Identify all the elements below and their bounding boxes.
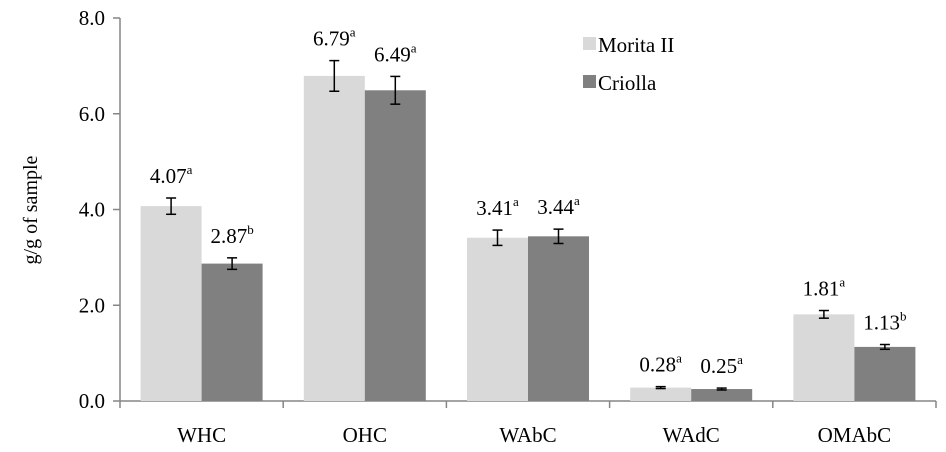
bar [691, 389, 753, 401]
data-label: 6.49a [374, 40, 417, 66]
x-tick-label: WHC [177, 423, 226, 447]
significance-letter: a [676, 351, 682, 366]
data-label-value: 1.81 [803, 277, 840, 301]
data-label-value: 0.28 [639, 353, 676, 377]
significance-letter: b [247, 222, 254, 237]
data-label: 2.87b [210, 222, 253, 248]
data-label: 0.28a [639, 351, 682, 377]
data-label: 3.41a [476, 194, 519, 220]
data-label-value: 1.13 [863, 311, 900, 335]
significance-letter: a [513, 194, 519, 209]
data-label-value: 6.49 [374, 42, 411, 66]
bars [140, 59, 916, 402]
legend: Morita II Criolla [583, 33, 674, 95]
significance-letter: a [839, 275, 845, 290]
significance-letter: b [900, 309, 907, 324]
bar [630, 387, 692, 401]
y-tick-label: 6.0 [79, 102, 105, 126]
data-label: 1.13b [863, 309, 906, 335]
legend-swatch [583, 37, 596, 50]
y-axis-title-group: g/g of sample [20, 155, 42, 264]
data-label-value: 6.79 [313, 27, 350, 51]
bar [364, 90, 426, 401]
bar [140, 206, 202, 401]
data-label-value: 0.25 [700, 354, 737, 378]
bar [303, 75, 365, 402]
y-tick-label: 4.0 [79, 198, 105, 222]
significance-letter: a [574, 193, 580, 208]
data-label-value: 3.41 [476, 196, 513, 220]
data-label: 3.44a [537, 193, 580, 219]
legend-swatch [583, 75, 596, 88]
y-axis-title: g/g of sample [20, 155, 42, 264]
bar [793, 314, 855, 401]
data-label: 4.07a [150, 162, 193, 188]
significance-letter: a [737, 352, 743, 367]
data-label: 6.79a [313, 25, 356, 51]
significance-letter: a [187, 162, 193, 177]
significance-letter: a [411, 40, 417, 55]
bar [201, 263, 263, 401]
legend-label: Morita II [598, 33, 674, 57]
data-label-value: 4.07 [150, 164, 187, 188]
y-tick-label: 0.0 [79, 389, 105, 413]
data-label-value: 2.87 [210, 224, 247, 248]
x-tick-label: OHC [343, 423, 387, 447]
x-tick-label: OMAbC [818, 423, 892, 447]
bar [854, 346, 916, 401]
data-label: 1.81a [803, 275, 846, 301]
data-label-value: 3.44 [537, 195, 574, 219]
significance-letter: a [350, 25, 356, 40]
bar [528, 236, 589, 401]
data-labels: 4.07a6.79a3.41a0.28a1.81a2.87b6.49a3.44a… [150, 25, 907, 378]
x-tick-label: WAbC [499, 423, 556, 447]
y-tick-label: 8.0 [79, 6, 105, 30]
y-tick-label: 2.0 [79, 293, 105, 317]
bar [467, 237, 528, 401]
x-tick-label: WAdC [663, 423, 720, 447]
axes: 0.0 2.0 4.0 6.0 8.0 WHC OHC WAbC WAdC OMAbC [79, 6, 937, 447]
data-label: 0.25a [700, 352, 743, 378]
legend-label: Criolla [598, 71, 657, 95]
